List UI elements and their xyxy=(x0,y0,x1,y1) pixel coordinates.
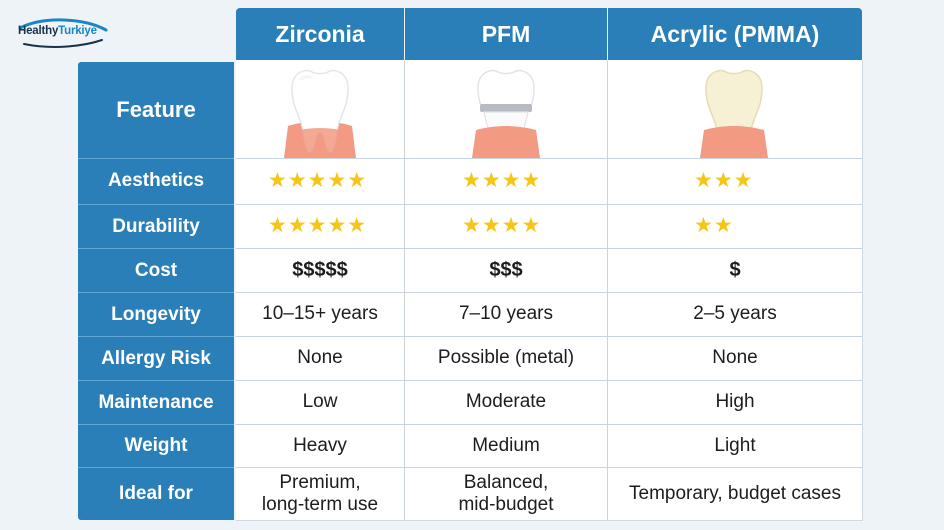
row-label-longevity: Longevity xyxy=(111,303,201,325)
cost-acrylic: $ xyxy=(729,258,741,281)
aesthetics-pfm-rating: ★★★★ xyxy=(462,168,542,192)
maintenance-acrylic: High xyxy=(715,391,755,413)
ideal-for-zirconia: Premium, long-term use xyxy=(261,471,379,515)
weight-acrylic: Light xyxy=(714,434,756,456)
ideal-for-pfm: Balanced, mid-budget xyxy=(458,471,554,515)
weight-pfm: Medium xyxy=(472,434,540,456)
row-label-ideal-for: Ideal for xyxy=(119,483,193,504)
aesthetics-acrylic-rating: ★★★ xyxy=(694,168,754,192)
row-label-weight: Weight xyxy=(124,435,188,456)
cost-pfm: $$$ xyxy=(489,258,523,281)
maintenance-pfm: Moderate xyxy=(465,391,547,413)
column-header-zirconia: Zirconia xyxy=(236,8,404,60)
durability-zirconia-rating: ★★★★★ xyxy=(268,214,368,238)
brand-part-2: Turkiye xyxy=(58,25,97,37)
row-label-durability: Durability xyxy=(112,215,200,237)
feature-label-column xyxy=(78,62,234,520)
pfm-tooth-icon xyxy=(472,69,540,158)
zirconia-tooth-icon xyxy=(284,69,356,158)
ideal-for-acrylic: Temporary, budget cases xyxy=(629,482,841,504)
brand-wordmark: HealthyTurkiye xyxy=(18,25,97,37)
longevity-zirconia: 10–15+ years xyxy=(262,303,378,325)
brand-logo: HealthyTurkiye xyxy=(14,16,114,50)
weight-zirconia: Heavy xyxy=(293,434,347,456)
row-label-maintenance: Maintenance xyxy=(98,391,214,413)
durability-pfm-rating: ★★★★ xyxy=(462,214,542,238)
aesthetics-zirconia-rating: ★★★★★ xyxy=(268,168,368,192)
maintenance-zirconia: Low xyxy=(302,391,338,413)
allergy-risk-pfm: Possible (metal) xyxy=(437,347,575,369)
column-header-pfm: PFM xyxy=(405,8,607,60)
cost-zirconia: $$$$$ xyxy=(292,258,348,281)
logo-swoosh-icon xyxy=(18,18,108,48)
brand-part-1: Healthy xyxy=(18,25,59,37)
row-label-cost: Cost xyxy=(134,259,178,281)
acrylic-tooth-icon xyxy=(700,69,768,158)
row-label-allergy-risk: Allergy Risk xyxy=(101,347,211,369)
longevity-pfm: 7–10 years xyxy=(458,303,553,325)
longevity-acrylic: 2–5 years xyxy=(693,303,777,325)
row-label-aesthetics: Aesthetics xyxy=(107,170,205,191)
feature-header-label: Feature xyxy=(116,97,196,122)
column-header-acrylic: Acrylic (PMMA) xyxy=(608,8,862,60)
durability-acrylic-rating: ★★ xyxy=(694,214,734,238)
allergy-risk-acrylic: None xyxy=(712,347,758,369)
allergy-risk-zirconia: None xyxy=(297,347,343,369)
